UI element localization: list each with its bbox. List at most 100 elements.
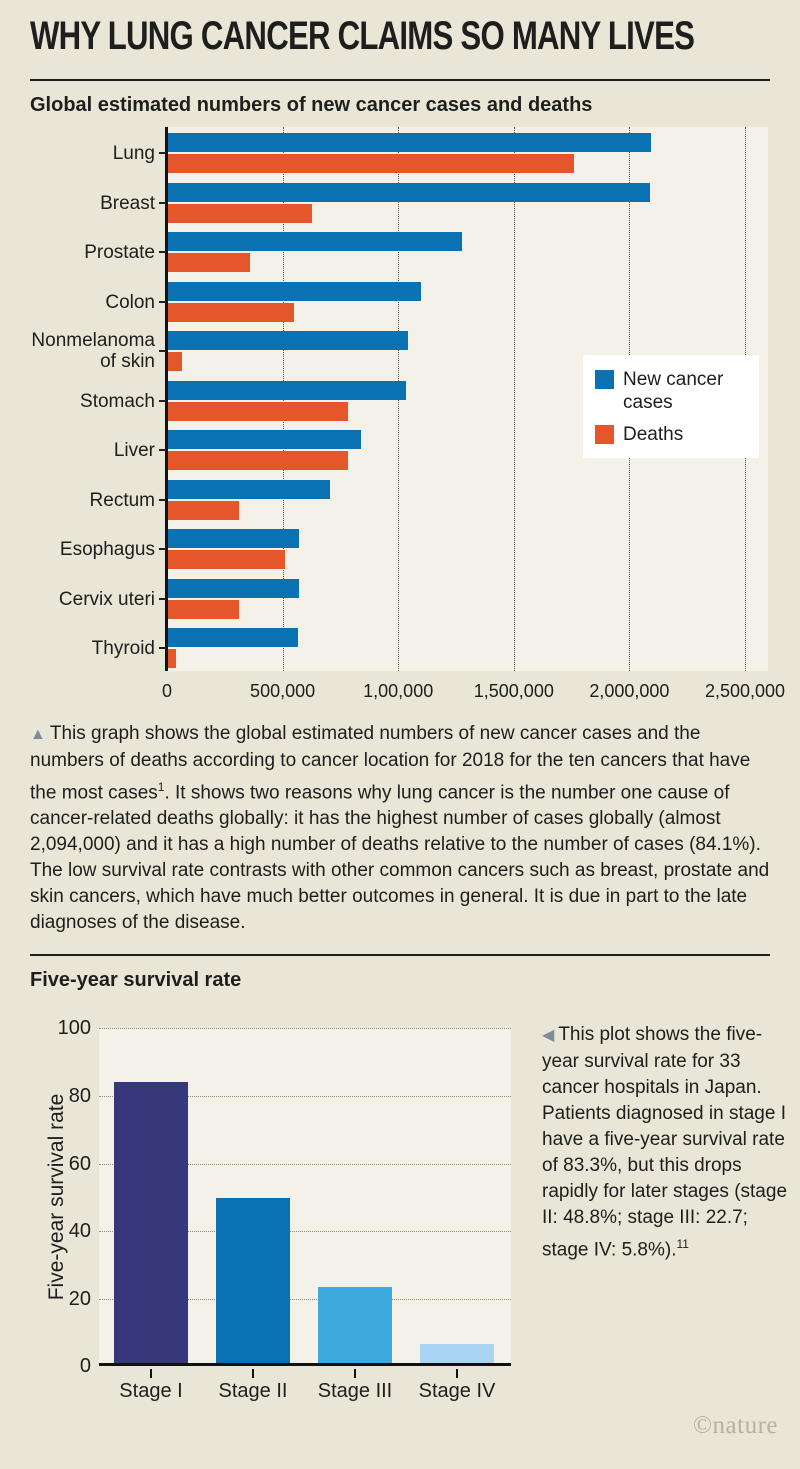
category-label: Esophagus bbox=[59, 538, 155, 560]
legend-item-new-cases: New cancer cases bbox=[595, 368, 747, 414]
legend-item-deaths: Deaths bbox=[595, 423, 747, 446]
x-tick-mark bbox=[150, 1369, 152, 1379]
gridline bbox=[99, 1163, 511, 1165]
chart1-legend: New cancer cases Deaths bbox=[583, 355, 759, 458]
category-label: Rectum bbox=[89, 489, 155, 511]
category-label: Colon bbox=[105, 291, 155, 313]
category-tick-mark bbox=[159, 598, 166, 600]
category-tick-mark bbox=[159, 449, 166, 451]
chart1-scale-layer bbox=[167, 127, 746, 671]
x-tick-label: Stage II bbox=[218, 1380, 288, 1403]
gridline bbox=[99, 1028, 511, 1030]
chart1-x-axis-labels: 0 500,000 1,00,000 1,500,000 2,000,000 2,500,… bbox=[162, 681, 785, 705]
chart2-plot-area bbox=[99, 1028, 511, 1367]
cancer-cases-deaths-chart: Lung Breast Prostate Colon Nonmelanoma of sk… bbox=[30, 127, 785, 707]
y-tick-label: 40 bbox=[68, 1220, 91, 1243]
stage-bar bbox=[216, 1198, 290, 1364]
chart1-caption-text-2: . It shows two reasons why lung cancer i… bbox=[30, 782, 770, 934]
y-tick-label: 80 bbox=[68, 1084, 91, 1107]
y-tick-label: 100 bbox=[57, 1017, 91, 1040]
category-tick-mark bbox=[159, 548, 166, 550]
category-tick-mark bbox=[159, 350, 166, 352]
reference-superscript: 11 bbox=[676, 1237, 689, 1252]
bar-new-cases bbox=[167, 628, 299, 647]
stage-bar bbox=[318, 1286, 392, 1364]
x-tick-label: Stage III bbox=[317, 1380, 393, 1403]
bar-new-cases bbox=[167, 579, 299, 598]
survival-rate-chart: Five-year survival rate 0 20 40 60 80 100 Stag… bbox=[30, 1017, 787, 1410]
page-title: WHY LUNG CANCER CLAIMS SO MANY LIVES bbox=[30, 14, 695, 58]
bar-new-cases bbox=[167, 282, 421, 301]
chart2-caption: ◀ This plot shows the five-year survival … bbox=[542, 1022, 794, 1263]
gridline bbox=[513, 127, 515, 671]
y-tick-label: 60 bbox=[68, 1152, 91, 1175]
category-label: Lung bbox=[112, 142, 155, 164]
triangle-up-icon: ▲ bbox=[30, 726, 46, 743]
category-tick-mark bbox=[159, 152, 166, 154]
x-tick-label: Stage I bbox=[119, 1380, 183, 1403]
chart1-caption: ▲ This graph shows the global estimated n… bbox=[30, 721, 770, 936]
bar-deaths bbox=[167, 550, 285, 569]
section-divider bbox=[30, 954, 770, 957]
bar-new-cases bbox=[167, 430, 362, 449]
triangle-left-icon: ◀ bbox=[542, 1027, 555, 1045]
bar-new-cases bbox=[167, 232, 462, 251]
category-label: Breast bbox=[100, 192, 155, 214]
x-tick-label: 2,000,000 bbox=[589, 681, 670, 701]
y-tick-label: 0 bbox=[79, 1355, 91, 1378]
legend-label-new-cases: New cancer cases bbox=[623, 369, 724, 413]
bar-deaths bbox=[167, 600, 239, 619]
category-label: Nonmelanoma of skin bbox=[31, 330, 155, 372]
chart1-title: Global estimated numbers of new cancer c… bbox=[30, 94, 593, 116]
x-tick-label: 500,000 bbox=[250, 681, 316, 701]
bar-deaths bbox=[167, 303, 295, 322]
bar-deaths bbox=[167, 253, 250, 272]
category-label: Thyroid bbox=[91, 637, 155, 659]
category-label: Cervix uteri bbox=[58, 588, 155, 610]
gridline bbox=[99, 1231, 511, 1233]
gridline bbox=[99, 1095, 511, 1097]
reference-superscript: 1 bbox=[157, 780, 165, 794]
category-label: Liver bbox=[113, 439, 155, 461]
chart1-y-axis-line bbox=[165, 127, 168, 671]
deaths-swatch-icon bbox=[595, 425, 614, 444]
category-tick-mark bbox=[159, 400, 166, 402]
bar-deaths bbox=[167, 204, 312, 223]
x-tick-mark bbox=[252, 1369, 254, 1379]
chart2-title: Five-year survival rate bbox=[30, 969, 242, 992]
legend-label-deaths: Deaths bbox=[623, 424, 684, 445]
new-cases-swatch-icon bbox=[595, 370, 614, 389]
bar-new-cases bbox=[167, 480, 330, 499]
y-tick-label: 20 bbox=[68, 1287, 91, 1310]
x-tick-mark bbox=[456, 1369, 458, 1379]
nature-logo: ©nature bbox=[693, 1412, 778, 1439]
chart2-caption-text: This plot shows the five-year survival r… bbox=[542, 1024, 788, 1261]
category-tick-mark bbox=[159, 202, 166, 204]
bar-new-cases bbox=[167, 529, 300, 548]
bar-new-cases bbox=[167, 381, 407, 400]
stage-bar bbox=[420, 1343, 494, 1364]
category-label: Prostate bbox=[84, 241, 155, 263]
category-tick-mark bbox=[159, 251, 166, 253]
x-tick-label: 1,500,000 bbox=[473, 681, 554, 701]
section-divider bbox=[30, 79, 770, 81]
bar-deaths bbox=[167, 501, 239, 520]
bar-deaths bbox=[167, 649, 177, 668]
category-tick-mark bbox=[159, 647, 166, 649]
bar-deaths bbox=[167, 154, 575, 173]
bar-new-cases bbox=[167, 183, 650, 202]
bar-deaths bbox=[167, 352, 183, 371]
x-tick-label: Stage IV bbox=[418, 1380, 496, 1403]
category-label: Stomach bbox=[80, 390, 155, 412]
chart1-caption-text: This graph shows the global estimated nu… bbox=[30, 723, 751, 804]
x-tick-label: 1,00,000 bbox=[363, 681, 434, 701]
stage-bar bbox=[114, 1081, 188, 1364]
x-tick-label: 0 bbox=[161, 681, 173, 701]
category-tick-mark bbox=[159, 301, 166, 303]
bar-deaths bbox=[167, 451, 348, 470]
category-tick-mark bbox=[159, 499, 166, 501]
bar-deaths bbox=[167, 402, 349, 421]
bar-new-cases bbox=[167, 133, 652, 152]
x-tick-label: 2,500,000 bbox=[704, 681, 786, 701]
bar-new-cases bbox=[167, 331, 408, 350]
